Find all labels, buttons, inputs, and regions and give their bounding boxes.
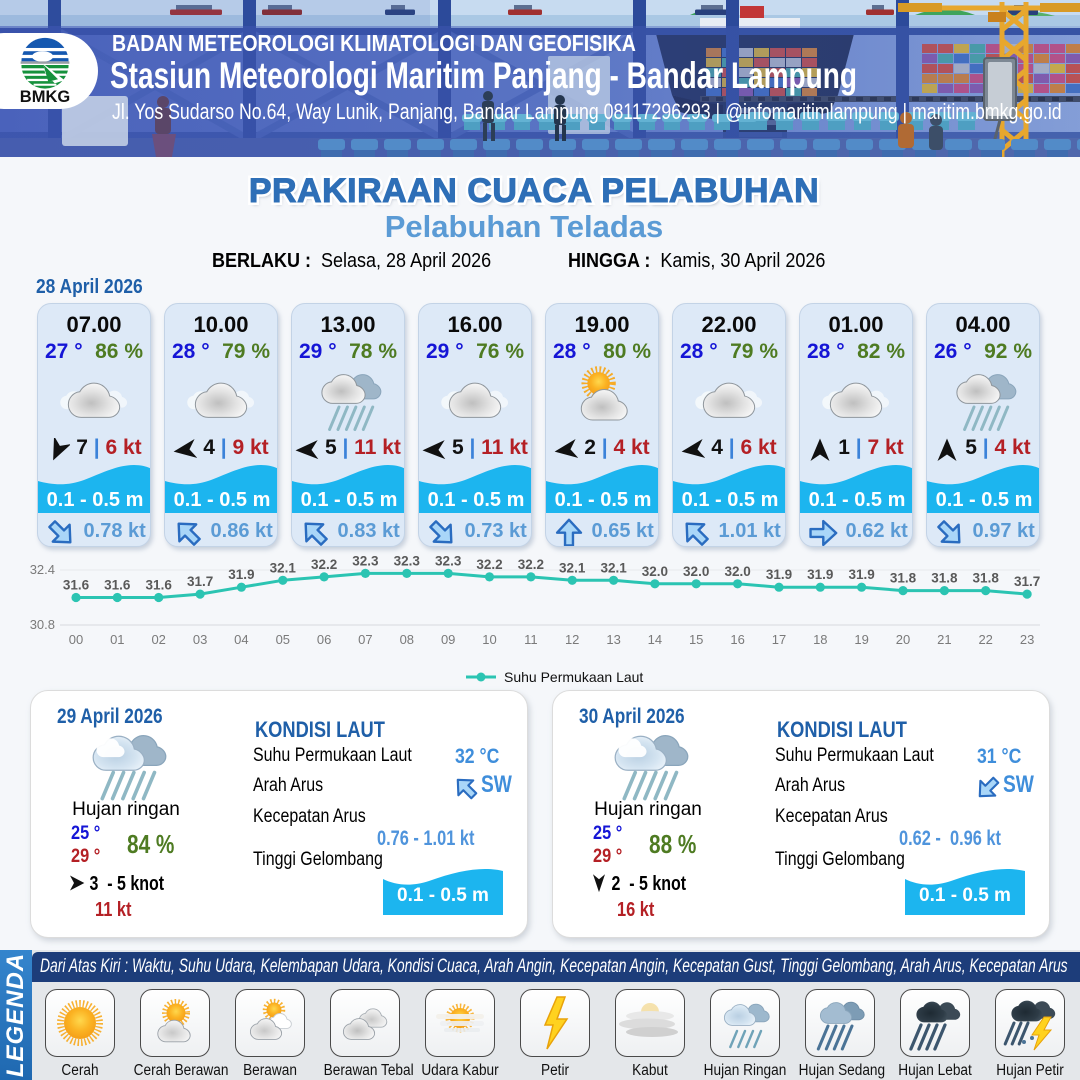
svg-text:16: 16 [730,632,744,647]
svg-text:31.7: 31.7 [1014,574,1040,589]
svg-text:11: 11 [524,632,538,647]
svg-text:31.7: 31.7 [187,574,213,589]
svg-text:31.8: 31.8 [973,571,1000,586]
svg-text:31.6: 31.6 [146,578,173,593]
svg-text:Suhu Permukaan Laut: Suhu Permukaan Laut [504,669,643,685]
svg-text:32.2: 32.2 [518,557,544,572]
svg-text:31.6: 31.6 [104,578,131,593]
svg-text:32.0: 32.0 [683,564,709,579]
svg-text:06: 06 [317,632,331,647]
svg-text:32.3: 32.3 [435,553,462,568]
svg-text:17: 17 [772,632,786,647]
svg-text:32.3: 32.3 [352,553,379,568]
svg-text:32.0: 32.0 [724,564,750,579]
svg-text:08: 08 [400,632,414,647]
svg-text:31.6: 31.6 [63,578,90,593]
svg-text:21: 21 [937,632,951,647]
svg-text:10: 10 [482,632,496,647]
svg-text:09: 09 [441,632,455,647]
svg-text:32.3: 32.3 [394,553,421,568]
svg-text:13: 13 [606,632,620,647]
svg-text:03: 03 [193,632,207,647]
svg-text:32.2: 32.2 [476,557,502,572]
svg-text:31.9: 31.9 [807,567,833,582]
svg-text:32.0: 32.0 [642,564,668,579]
svg-text:23: 23 [1020,632,1034,647]
svg-text:32.2: 32.2 [311,557,337,572]
svg-text:32.1: 32.1 [559,560,586,575]
svg-text:31.8: 31.8 [931,571,958,586]
svg-text:31.8: 31.8 [890,571,917,586]
svg-text:31.9: 31.9 [848,567,874,582]
svg-text:19: 19 [854,632,868,647]
svg-text:01: 01 [110,632,124,647]
svg-text:04: 04 [234,632,248,647]
svg-text:00: 00 [69,632,83,647]
svg-text:32.4: 32.4 [30,562,55,577]
svg-text:02: 02 [151,632,165,647]
svg-text:22: 22 [978,632,992,647]
svg-text:31.9: 31.9 [228,567,254,582]
svg-text:20: 20 [896,632,910,647]
svg-text:14: 14 [648,632,662,647]
svg-text:32.1: 32.1 [600,560,627,575]
svg-text:32.1: 32.1 [270,560,297,575]
svg-text:05: 05 [276,632,290,647]
svg-text:12: 12 [565,632,579,647]
svg-text:15: 15 [689,632,703,647]
svg-text:07: 07 [358,632,372,647]
svg-text:30.8: 30.8 [30,617,55,632]
svg-text:18: 18 [813,632,827,647]
svg-text:31.9: 31.9 [766,567,792,582]
